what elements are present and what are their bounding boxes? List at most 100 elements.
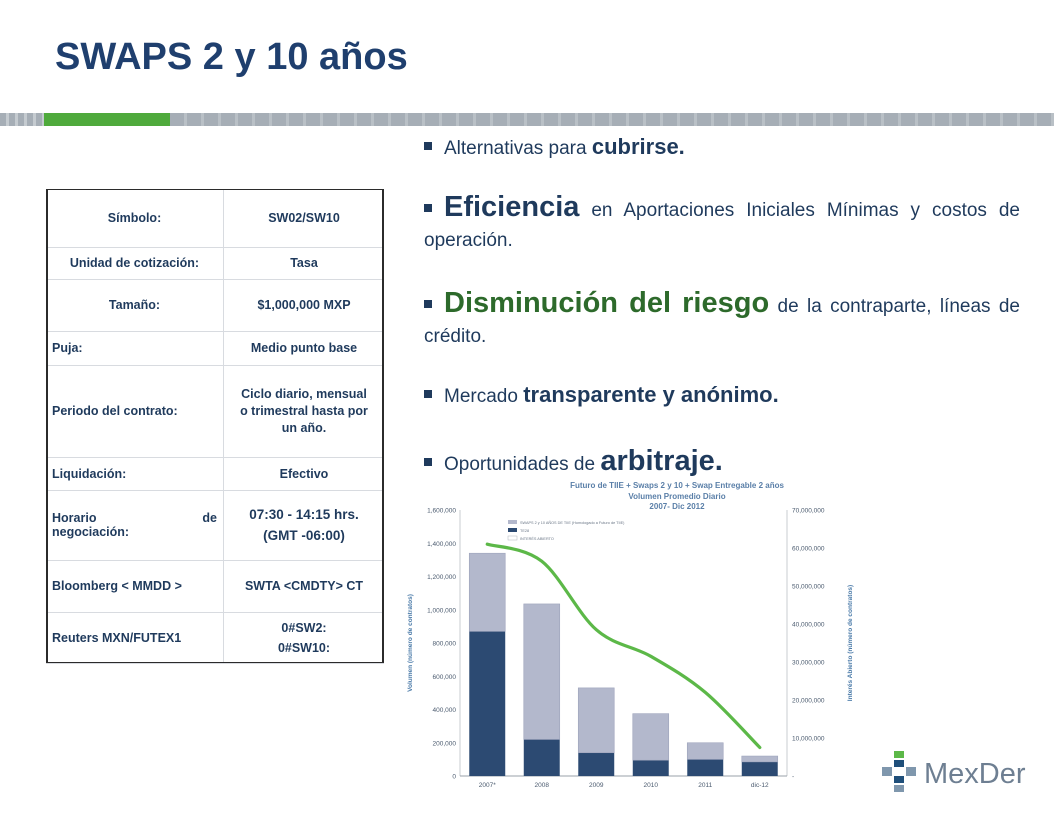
y2-tick-label: 20,000,000: [792, 698, 825, 705]
spec-value: Ciclo diario, mensual o trimestral hasta…: [223, 365, 384, 458]
table-row: Bloomberg < MMDD > SWTA <CMDTY> CT: [46, 560, 384, 613]
spec-key-part: de: [202, 511, 217, 525]
legend-label: TE28: [520, 529, 529, 533]
bullet-text: Mercado: [444, 386, 524, 407]
y-tick-label: 1,200,000: [427, 574, 456, 581]
spec-value-line: 07:30 - 14:15 hrs.: [249, 507, 359, 522]
y-axis-title: Volumen (número de contratos): [407, 594, 414, 692]
header-divider-accent: [44, 113, 170, 126]
y2-tick-label: 50,000,000: [792, 584, 825, 591]
spec-value: Efectivo: [223, 457, 384, 491]
header-divider-stripes-left: [0, 113, 44, 126]
y-tick-label: 1,000,000: [427, 607, 456, 614]
spec-value-line: (GMT -06:00): [263, 528, 345, 543]
line-interes-abierto: [485, 542, 762, 750]
spec-key: Bloomberg < MMDD >: [46, 560, 224, 613]
bullet-square-icon: [424, 203, 432, 212]
bullet-emphasis: Disminución del riesgo: [444, 287, 770, 319]
bullet-text: Oportunidades de: [444, 454, 601, 475]
table-row: Símbolo: SW02/SW10: [46, 189, 384, 248]
bullet-square-icon: [424, 389, 432, 398]
contract-spec-table: Símbolo: SW02/SW10 Unidad de cotización:…: [46, 189, 384, 664]
table-row: Reuters MXN/FUTEX1 0#SW2: 0#SW10:: [46, 612, 384, 664]
bullet-text: en Aportaciones Iniciales Mínimas y cost…: [424, 200, 1020, 251]
spec-value: SW02/SW10: [223, 189, 384, 248]
bar-swaps: [468, 552, 506, 632]
spec-key: Liquidación:: [46, 457, 224, 491]
bar-te28: [632, 760, 669, 776]
bullet-item: Mercado transparente y anónimo.: [424, 380, 1020, 412]
spec-value: SWTA <CMDTY> CT: [223, 560, 384, 613]
table-row: Puja: Medio punto base: [46, 331, 384, 366]
bullet-emphasis: arbitraje.: [600, 445, 723, 477]
mexder-logo: MexDer: [882, 751, 1026, 792]
x-tick-label: 2010: [644, 782, 659, 789]
bullet-item: Alternativas para cubrirse.: [424, 132, 1020, 164]
spec-key: Símbolo:: [46, 189, 224, 248]
spec-key: Periodo del contrato:: [46, 365, 224, 458]
y-tick-label: 200,000: [433, 740, 457, 747]
y-tick-label: 0: [452, 774, 456, 781]
mexder-emblem-icon: [882, 751, 916, 792]
table-row: Horario de negociación: 07:30 - 14:15 hrs…: [46, 490, 384, 561]
y2-tick-label: 70,000,000: [792, 508, 825, 515]
legend-label: SWAPS 2 y 10 AÑOS DE TIIE (Homologado a …: [520, 520, 625, 525]
legend-label: INTERÉS ABIERTO: [520, 536, 554, 541]
x-tick-label: 2009: [589, 782, 604, 789]
bar-te28: [741, 761, 778, 776]
chart-title: Futuro de TIIE + Swaps 2 y 10 + Swap Ent…: [570, 481, 784, 490]
y-tick-label: 800,000: [433, 641, 457, 648]
spec-value: Tasa: [223, 247, 384, 280]
table-row: Liquidación: Efectivo: [46, 457, 384, 491]
table-row: Unidad de cotización: Tasa: [46, 247, 384, 280]
bullet-text: Alternativas para: [444, 138, 592, 159]
spec-value: 07:30 - 14:15 hrs. (GMT -06:00): [223, 490, 384, 561]
bar-swaps: [686, 742, 724, 760]
bullet-emphasis: Eficiencia: [444, 191, 580, 223]
table-row: Periodo del contrato: Ciclo diario, mens…: [46, 365, 384, 458]
bullet-square-icon: [424, 299, 432, 308]
spec-key: Tamaño:: [46, 279, 224, 332]
bullet-emphasis: transparente y anónimo.: [523, 382, 779, 407]
spec-key-part: Horario: [52, 511, 97, 525]
bullet-item: Oportunidades de arbitraje.: [424, 446, 1020, 480]
bar-te28: [469, 631, 506, 776]
y-tick-label: 600,000: [433, 674, 457, 681]
volume-chart: Futuro de TIIE + Swaps 2 y 10 + Swap Ent…: [407, 481, 854, 789]
y-tick-label: 400,000: [433, 707, 457, 714]
spec-value-line: 0#SW2:: [281, 620, 327, 635]
bar-swaps: [523, 603, 561, 740]
logo-wordmark: MexDer: [924, 758, 1026, 790]
y2-tick-label: -: [792, 774, 794, 781]
spec-key: Puja:: [46, 331, 224, 366]
y2-tick-label: 40,000,000: [792, 622, 825, 629]
x-tick-label: 2008: [535, 782, 550, 789]
chart-subtitle-period: 2007- Dic 2012: [649, 502, 705, 511]
spec-value-line: 0#SW10:: [277, 640, 331, 655]
x-tick-label: 2011: [698, 782, 712, 789]
spec-key-part: negociación:: [52, 525, 130, 539]
bullet-square-icon: [424, 457, 432, 466]
legend-swatch: [508, 520, 517, 524]
bar-swaps: [741, 755, 779, 763]
bar-swaps: [632, 713, 670, 761]
y-tick-label: 1,400,000: [427, 541, 456, 548]
x-tick-label: dic-12: [751, 782, 769, 789]
y2-tick-label: 30,000,000: [792, 660, 825, 667]
header-divider-stripes-right: [170, 113, 1054, 126]
bullet-emphasis: cubrirse.: [591, 134, 685, 159]
y-tick-label: 1,600,000: [427, 508, 456, 515]
legend-swatch: [507, 535, 518, 541]
spec-key: Unidad de cotización:: [46, 247, 224, 280]
bar-te28: [687, 759, 724, 776]
y2-tick-label: 10,000,000: [792, 736, 825, 743]
spec-value: Medio punto base: [223, 331, 384, 366]
bullet-item: Disminución del riesgo de la contraparte…: [424, 288, 1020, 352]
bullet-square-icon: [424, 141, 432, 150]
bar-te28: [523, 739, 560, 776]
legend-swatch: [508, 528, 517, 532]
spec-value: 0#SW2: 0#SW10:: [223, 612, 384, 664]
spec-key: Reuters MXN/FUTEX1: [46, 612, 224, 664]
spec-value: $1,000,000 MXP: [223, 279, 384, 332]
bar-te28: [578, 752, 615, 776]
